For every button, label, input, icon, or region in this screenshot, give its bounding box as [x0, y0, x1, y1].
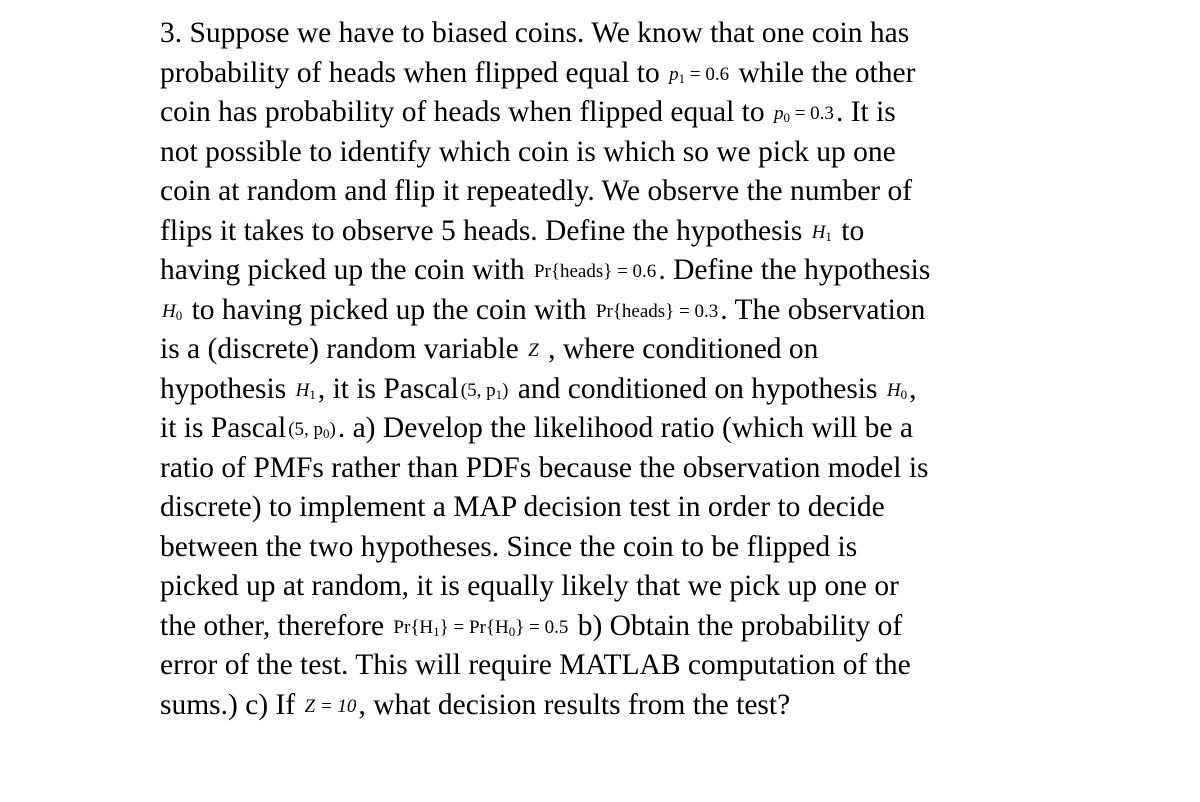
math-pr-heads-1: Pr{heads} = 0.6 — [532, 261, 658, 282]
text: , it is Pascal — [318, 373, 459, 405]
math-p1: p1 = 0.6 — [667, 64, 731, 85]
text: , what decision results from the test? — [358, 689, 790, 721]
math-p0: p0 = 0.3 — [772, 103, 836, 124]
text: and conditioned on hypothesis — [510, 373, 884, 405]
math-Z10: Z = 10 — [303, 696, 359, 717]
math-H1: H1 — [810, 222, 834, 243]
math-priors: Pr{H1} = Pr{H0} = 0.5 — [391, 617, 570, 638]
problem-text: 3. Suppose we have to biased coins. We k… — [0, 0, 1000, 745]
text: . Define the hypothesis — [658, 254, 930, 286]
math-H1b: H1 — [294, 380, 318, 401]
math-pr-heads-0: Pr{heads} = 0.3 — [594, 301, 720, 322]
math-pascal-1: (5, p1) — [459, 380, 511, 401]
math-H0: H0 — [160, 301, 184, 322]
text: to having picked up the coin with — [184, 294, 594, 326]
text: . a) Develop the likelihood ratio (which… — [160, 412, 929, 642]
math-H0b: H0 — [885, 380, 909, 401]
math-Z: Z — [526, 340, 541, 361]
math-pascal-0: (5, p0) — [286, 419, 338, 440]
